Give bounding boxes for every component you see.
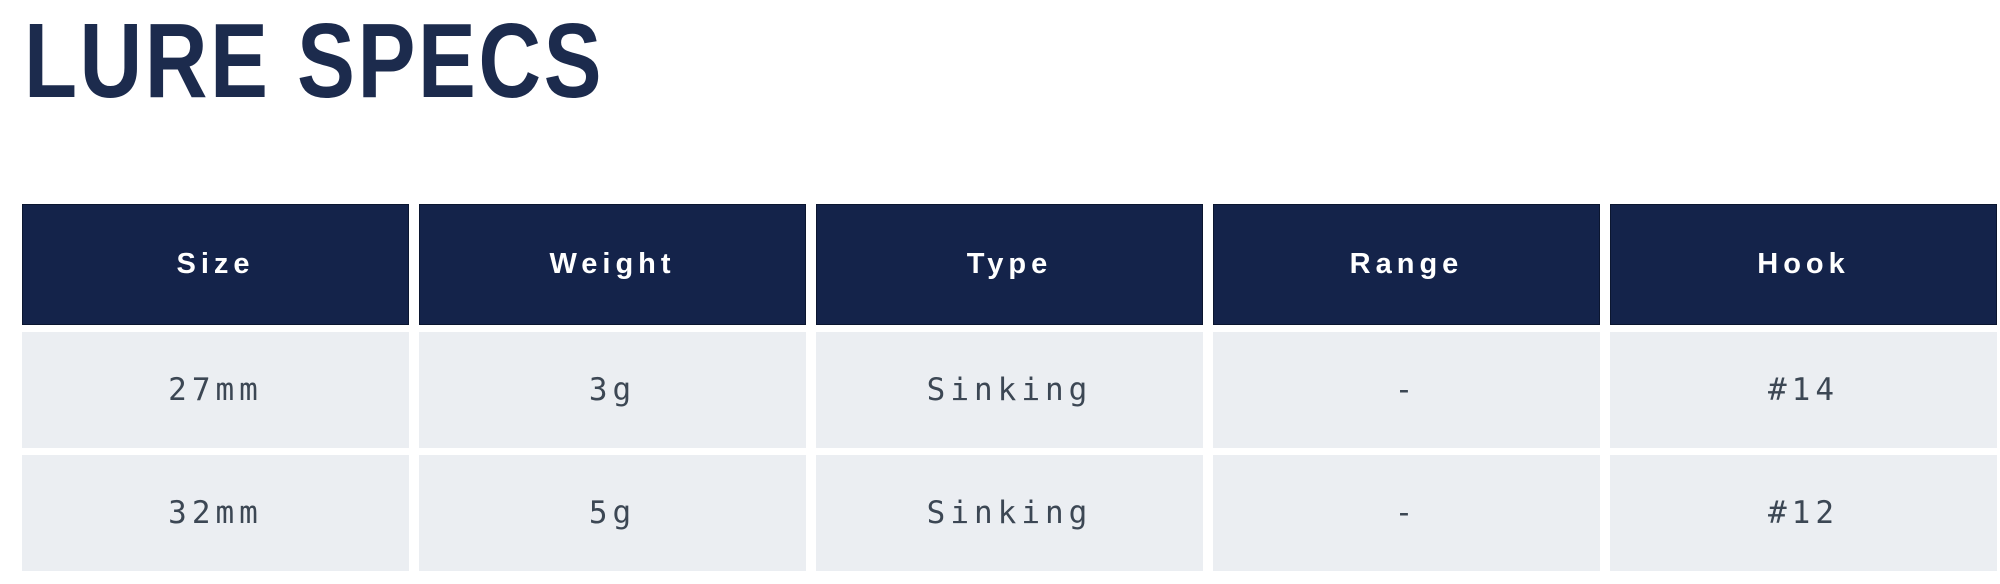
row1-cell-size: 27mm xyxy=(22,332,409,448)
header-cell-type: Type xyxy=(816,204,1203,325)
header-label-type: Type xyxy=(966,248,1053,280)
header-cell-weight: Weight xyxy=(419,204,806,325)
row2-size-value: 32mm xyxy=(168,495,263,531)
header-cell-range: Range xyxy=(1213,204,1600,325)
row1-cell-range: - xyxy=(1213,332,1600,448)
header-label-range: Range xyxy=(1349,248,1464,280)
row2-cell-size: 32mm xyxy=(22,455,409,571)
row1-cell-weight: 3g xyxy=(419,332,806,448)
row2-cell-type: Sinking xyxy=(816,455,1203,571)
row2-cell-range: - xyxy=(1213,455,1600,571)
row2-range-value: - xyxy=(1394,495,1419,531)
header-label-hook: Hook xyxy=(1757,248,1850,280)
row1-size-value: 27mm xyxy=(168,372,263,408)
row1-type-value: Sinking xyxy=(926,372,1093,408)
row1-hook-value: #14 xyxy=(1768,372,1839,408)
header-label-weight: Weight xyxy=(549,248,676,280)
row1-cell-hook: #14 xyxy=(1610,332,1997,448)
page-title: LURE SPECS xyxy=(24,2,605,120)
row1-range-value: - xyxy=(1394,372,1419,408)
row2-cell-hook: #12 xyxy=(1610,455,1997,571)
header-cell-size: Size xyxy=(22,204,409,325)
row2-weight-value: 5g xyxy=(588,495,637,531)
header-label-size: Size xyxy=(176,248,255,280)
row2-type-value: Sinking xyxy=(926,495,1093,531)
row2-hook-value: #12 xyxy=(1768,495,1839,531)
row1-weight-value: 3g xyxy=(588,372,637,408)
lure-specs-table: Size Weight Type Range Hook 27mm 3g Sink… xyxy=(22,204,1997,571)
row1-cell-type: Sinking xyxy=(816,332,1203,448)
header-cell-hook: Hook xyxy=(1610,204,1997,325)
row2-cell-weight: 5g xyxy=(419,455,806,571)
